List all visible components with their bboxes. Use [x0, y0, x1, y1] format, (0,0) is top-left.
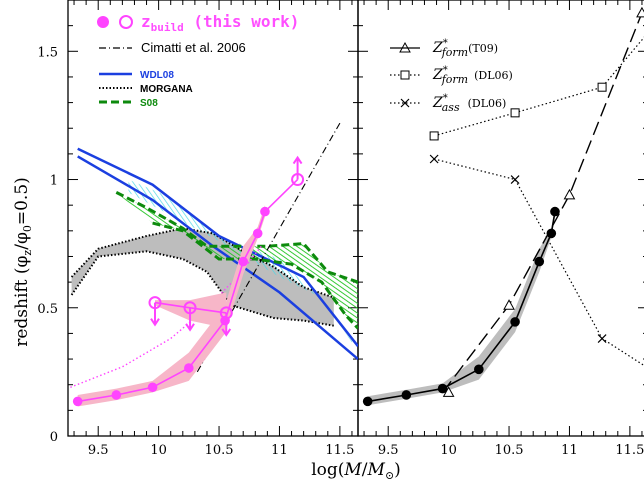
left-legend: zbuild (this work) Cimatti et al. 2006 W…: [97, 12, 299, 109]
y-axis-label: redshift (φz/φ0=0.5): [12, 177, 34, 347]
zbuild-limit-arrowhead: [221, 328, 232, 337]
x-tick-label: 9.5: [88, 443, 109, 458]
black-curve-point: [510, 317, 520, 327]
legend-s08-label: S08: [140, 98, 158, 109]
x-tick-label: 11.5: [615, 443, 644, 458]
zbuild-point: [72, 396, 83, 407]
t09-point: [503, 299, 515, 310]
t09-line: [442, 12, 643, 393]
legend-dl06-ass-marker: [400, 98, 410, 108]
y-tick-label: 0.5: [37, 302, 58, 317]
zbuild-point: [252, 228, 263, 239]
x-axis-label: log(M/M⊙): [311, 460, 401, 482]
black-curve-point: [534, 256, 545, 267]
axes-ticks: 9.5 10 10.5 11 11.5 9.5 10 10.5 11 11.500.511.5: [37, 0, 644, 458]
black-curve-point: [401, 390, 412, 400]
right-panel-frame: [357, 0, 644, 437]
x-tick-label: 9.5: [378, 443, 399, 458]
x-tick-label: 10: [440, 443, 457, 458]
s08-band: [116, 192, 358, 329]
zbuild-limit-arrowhead: [185, 323, 195, 332]
zbuild-band: [77, 205, 265, 407]
zbuild-point: [184, 363, 194, 373]
dl06-form-point: [510, 108, 520, 118]
x-tick-label: 10.5: [205, 443, 234, 458]
black-curve-point: [437, 383, 448, 394]
morgana-band: [71, 228, 334, 326]
wdl08-hatch: [128, 179, 352, 347]
zbuild-open-connector: [264, 178, 299, 213]
legend-morgana-label: MORGANA: [140, 84, 193, 95]
zbuild-point: [147, 382, 158, 393]
right-legend: Z* form(T09) Z* form (DL06) Z* ass (DL06): [390, 38, 513, 114]
legend-zbuild-open-marker: [119, 15, 133, 29]
y-tick-label: 1: [50, 174, 58, 189]
black-curve-point: [546, 228, 557, 239]
right-panel-plot: [362, 6, 644, 407]
dl06-form-point: [429, 131, 439, 141]
legend-t09-label: Z* form(T09): [432, 38, 498, 59]
legend-dl06-form-marker: [400, 70, 410, 80]
legend-t09-marker: [399, 41, 411, 53]
zbuild-line: [77, 211, 266, 403]
x-tick-label: 11.5: [325, 443, 354, 458]
legend-dl06-form-label: Z* form (DL06): [432, 65, 513, 86]
legend-zbuild-filled-marker: [97, 16, 109, 28]
legend-dl06-ass-label: Z* ass (DL06): [432, 93, 506, 114]
x-tick-label: 10.5: [495, 443, 524, 458]
dl06-form-point: [597, 82, 607, 92]
t09-point: [563, 188, 576, 200]
black-curve-band: [367, 206, 555, 406]
t09-point: [442, 386, 455, 397]
legend-cimatti-label: Cimatti et al. 2006: [141, 40, 246, 55]
s08-line: [152, 221, 358, 330]
legend-wdl08-label: WDL08: [140, 70, 174, 81]
black-curve-point: [550, 206, 560, 217]
dl06-ass-point: [597, 334, 607, 343]
y-tick-label: 0: [50, 430, 58, 445]
x-tick-label: 11: [561, 443, 578, 458]
zbuild-point: [111, 390, 122, 400]
morgana-line: [70, 227, 335, 299]
zbuild-limit-arrowhead: [292, 155, 303, 165]
black-curve-line: [367, 211, 556, 403]
legend-zbuild-label: zbuild (this work): [141, 12, 299, 34]
y-tick-label: 1.5: [37, 45, 58, 60]
left-panel-plot: [70, 122, 358, 407]
dl06-ass-point: [429, 154, 439, 164]
zbuild-point: [238, 256, 249, 267]
dl06-ass-point: [510, 175, 520, 184]
x-tick-label: 11: [271, 443, 288, 458]
t09-point: [636, 6, 644, 18]
black-curve-point: [362, 396, 373, 407]
x-tick-label: 10: [150, 443, 167, 458]
zbuild-limit-arrowhead: [150, 318, 160, 327]
wdl08-line: [77, 147, 358, 347]
black-curve-point: [474, 364, 484, 375]
